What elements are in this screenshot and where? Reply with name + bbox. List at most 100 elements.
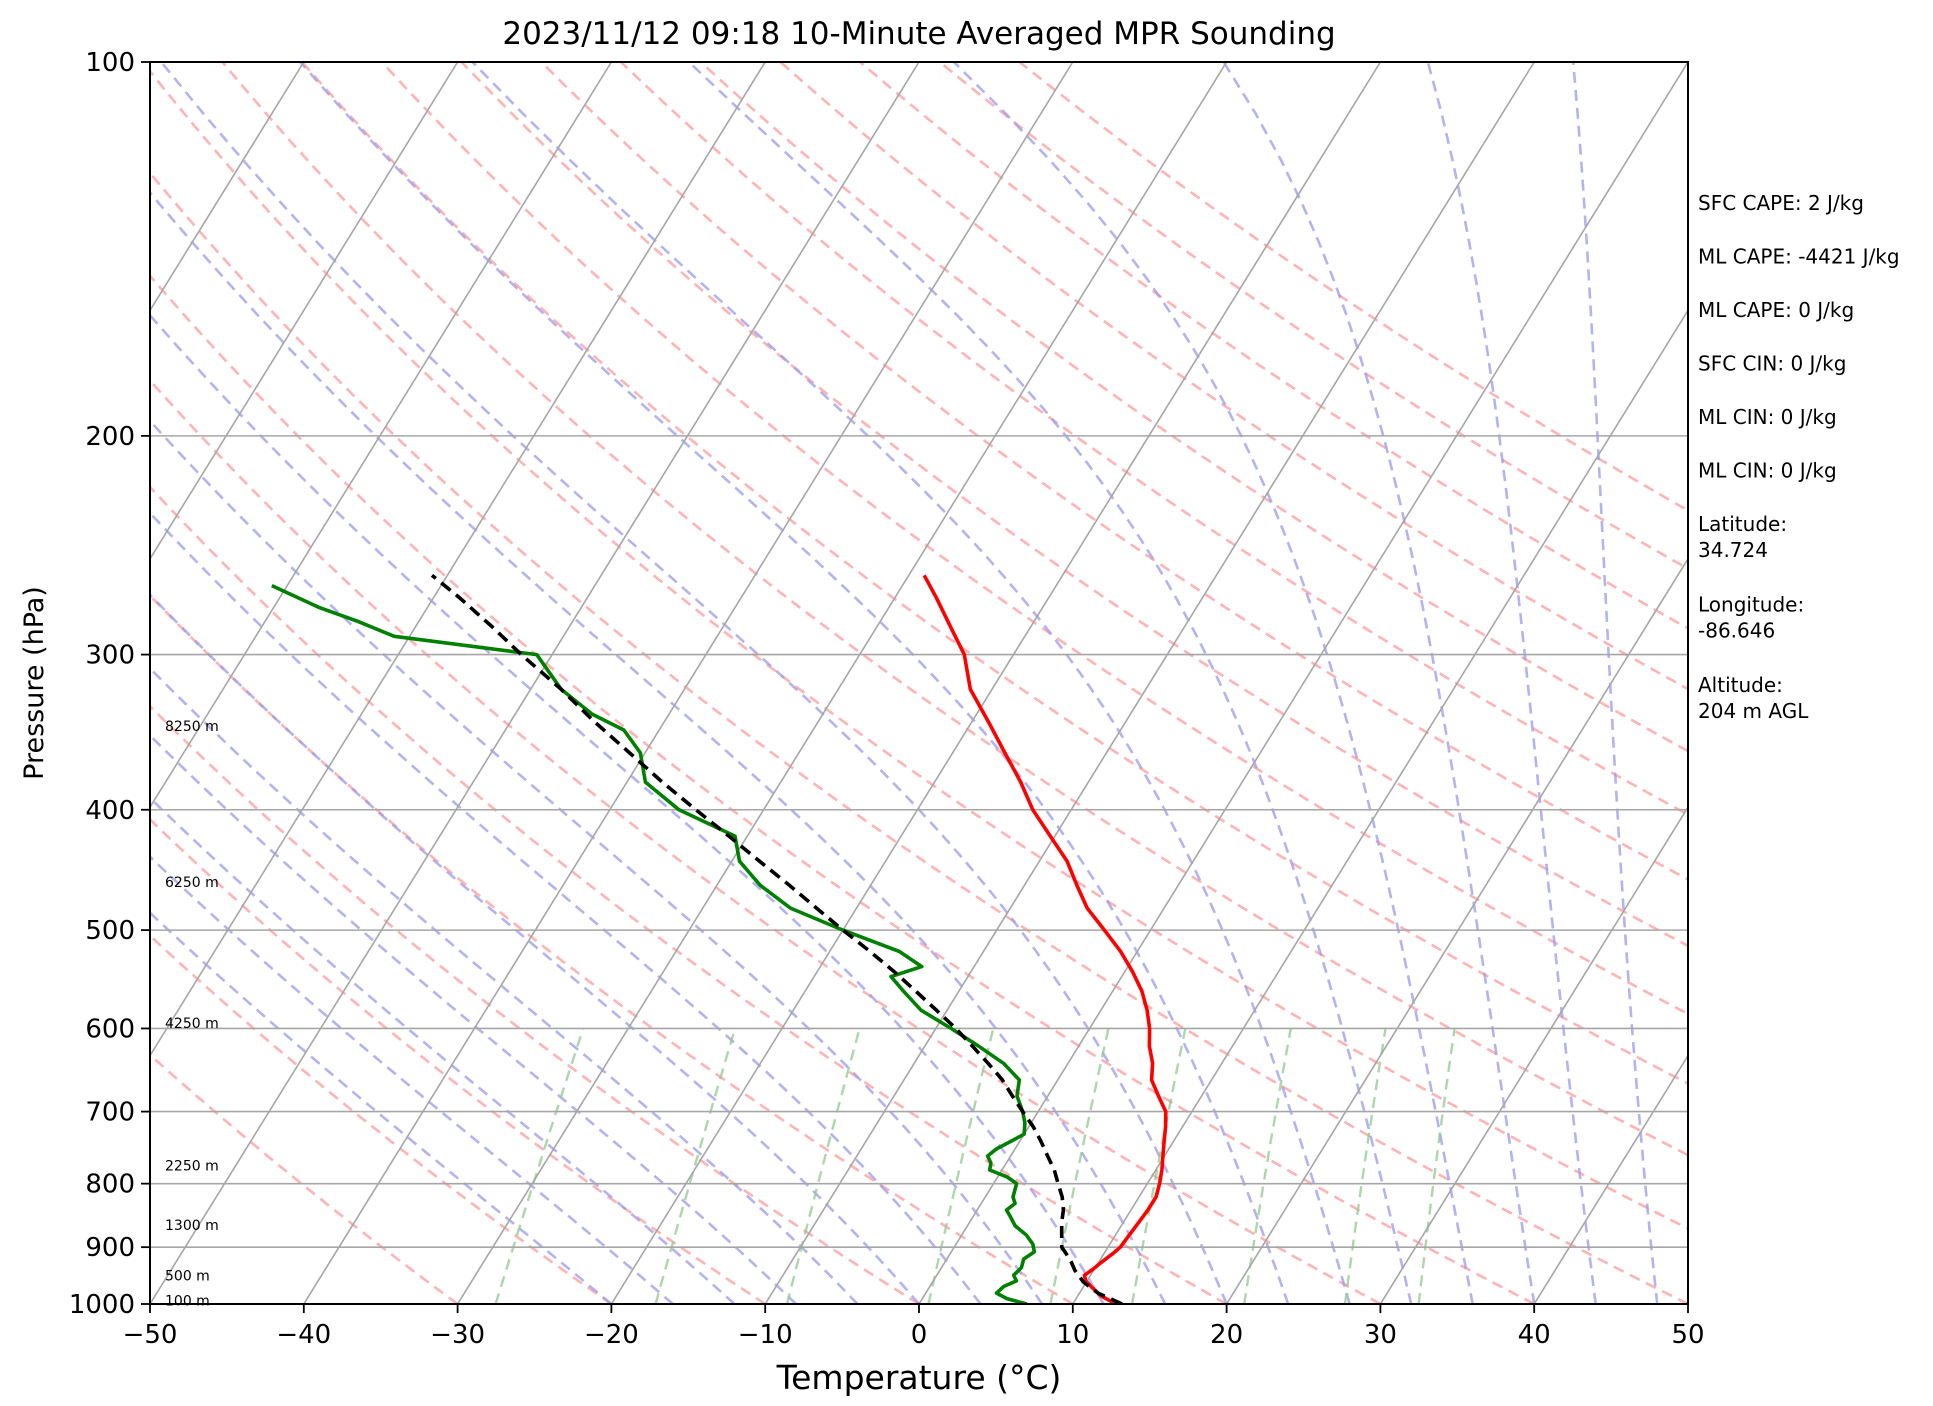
moist-adiabat: [150, 733, 797, 1304]
y-tick-label: 200: [85, 422, 135, 452]
y-tick-label: 400: [85, 796, 135, 826]
x-tick-label: −40: [276, 1320, 331, 1350]
moist-adiabat: [150, 418, 1044, 1304]
isotherm: [764, 62, 1535, 1304]
moist-adiabat: [150, 511, 982, 1304]
dry-adiabat: [150, 933, 613, 1304]
mixing-ratio-line: [785, 1028, 861, 1304]
sounding-traces: [271, 573, 1168, 1304]
height-label: 4250 m: [165, 1016, 219, 1032]
info-annotation: SFC CAPE: 2 J/kg: [1698, 191, 1864, 215]
y-tick-label: 600: [85, 1014, 135, 1044]
isotherm: [1225, 557, 1688, 1304]
height-label: 1300 m: [165, 1218, 219, 1234]
chart-title: 2023/11/12 09:18 10-Minute Averaged MPR …: [502, 16, 1335, 52]
background-lines: [150, 62, 1688, 1304]
moist-adiabat: [952, 62, 1474, 1304]
dry-adiabat: [938, 62, 1688, 571]
isotherm: [610, 62, 1382, 1304]
mixing-ratio-line: [654, 1028, 737, 1304]
y-tick-label: 500: [85, 916, 135, 946]
x-tick-label: −20: [584, 1320, 639, 1350]
x-tick-label: 10: [1056, 1320, 1089, 1350]
moist-adiabat: [150, 592, 920, 1304]
temperature-trace: [922, 574, 1168, 1304]
isotherm: [1379, 805, 1688, 1304]
x-tick-label: 30: [1364, 1320, 1397, 1350]
dry-adiabat: [699, 62, 1688, 753]
height-label: 100 m: [165, 1293, 210, 1309]
dry-adiabat: [380, 62, 1688, 1016]
y-axis-label: Pressure (hPa): [19, 586, 50, 780]
info-annotation: ML CAPE: 0 J/kg: [1698, 298, 1854, 322]
moist-adiabat: [150, 854, 674, 1304]
dry-adiabat: [150, 704, 920, 1304]
dewpoint-trace: [271, 583, 1037, 1304]
x-axis-label: Temperature (°C): [776, 1358, 1062, 1397]
dry-adiabat: [150, 1053, 459, 1304]
isotherm: [1533, 1054, 1688, 1304]
info-annotation: SFC CIN: 0 J/kg: [1698, 352, 1846, 376]
isotherm: [303, 62, 1074, 1304]
mixing-ratio-line: [1130, 1028, 1187, 1304]
isotherm: [150, 62, 305, 312]
y-tick-label: 900: [85, 1233, 135, 1263]
moist-adiabat: [150, 190, 1167, 1304]
dry-adiabat: [150, 378, 1382, 1304]
x-tick-label: 40: [1518, 1320, 1551, 1350]
dry-adiabat: [150, 817, 766, 1304]
y-tick-label: 1000: [69, 1290, 135, 1320]
dry-adiabat: [221, 62, 1688, 1157]
x-tick-label: −10: [738, 1320, 793, 1350]
dry-adiabat: [540, 62, 1688, 881]
parcel-trace: [430, 573, 1123, 1304]
moist-adiabat: [160, 62, 1228, 1304]
info-annotation: ML CIN: 0 J/kg: [1698, 405, 1837, 429]
info-annotation: ML CAPE: -4421 J/kg: [1698, 245, 1900, 269]
isotherm: [150, 62, 613, 809]
moist-adiabat: [471, 62, 1351, 1304]
sounding-info-panel: SFC CAPE: 2 J/kg ML CAPE: -4421 J/kg ML CA…: [1698, 191, 1900, 723]
x-tick-label: −30: [430, 1320, 485, 1350]
mixing-ratio-line: [1417, 1028, 1456, 1304]
x-tick-label: 0: [911, 1320, 928, 1350]
moist-adiabat: [688, 62, 1413, 1304]
dry-adiabat: [150, 593, 1074, 1304]
height-labels: 100 m 500 m 1300 m 2250 m 4250 m 6250 m 8250 m: [165, 719, 219, 1309]
mixing-ratio-line: [1343, 1028, 1387, 1304]
isotherm: [150, 62, 766, 1058]
dry-adiabat: [301, 62, 1688, 1086]
dry-adiabat: [150, 69, 1688, 1231]
height-label: 8250 m: [165, 719, 219, 735]
moist-adiabat: [150, 796, 736, 1304]
isotherm: [150, 62, 920, 1304]
info-annotation: ML CIN: 0 J/kg: [1698, 459, 1837, 483]
y-tick-label: 800: [85, 1170, 135, 1200]
dry-adiabat: [150, 485, 1228, 1304]
y-tick-label: 100: [85, 48, 135, 78]
height-label: 500 m: [165, 1268, 210, 1284]
info-annotation: Longitude: -86.646: [1698, 593, 1804, 643]
x-tick-label: −50: [123, 1320, 178, 1350]
dry-adiabat: [859, 62, 1688, 630]
moist-adiabat: [299, 62, 1290, 1304]
info-annotation: Altitude: 204 m AGL: [1698, 673, 1809, 723]
height-label: 6250 m: [165, 875, 219, 891]
mixing-ratio-line: [927, 1028, 995, 1304]
axes: −50 −40 −30 −20 −10 0 10 20 30 40 50 100 200 300 400 50…: [69, 48, 1705, 1350]
moist-adiabat: [1426, 62, 1597, 1304]
mixing-ratio-line: [1049, 1028, 1110, 1304]
isotherm: [918, 62, 1688, 1304]
y-tick-label: 700: [85, 1098, 135, 1128]
isotherm: [150, 62, 459, 561]
x-tick-label: 50: [1671, 1320, 1704, 1350]
dry-adiabat: [150, 273, 1535, 1304]
info-annotation: Latitude: 34.724: [1698, 512, 1787, 562]
x-tick-label: 20: [1210, 1320, 1243, 1350]
moist-adiabat: [1222, 62, 1536, 1304]
isotherm: [1072, 308, 1688, 1304]
y-tick-label: 300: [85, 641, 135, 671]
height-label: 2250 m: [165, 1159, 219, 1175]
